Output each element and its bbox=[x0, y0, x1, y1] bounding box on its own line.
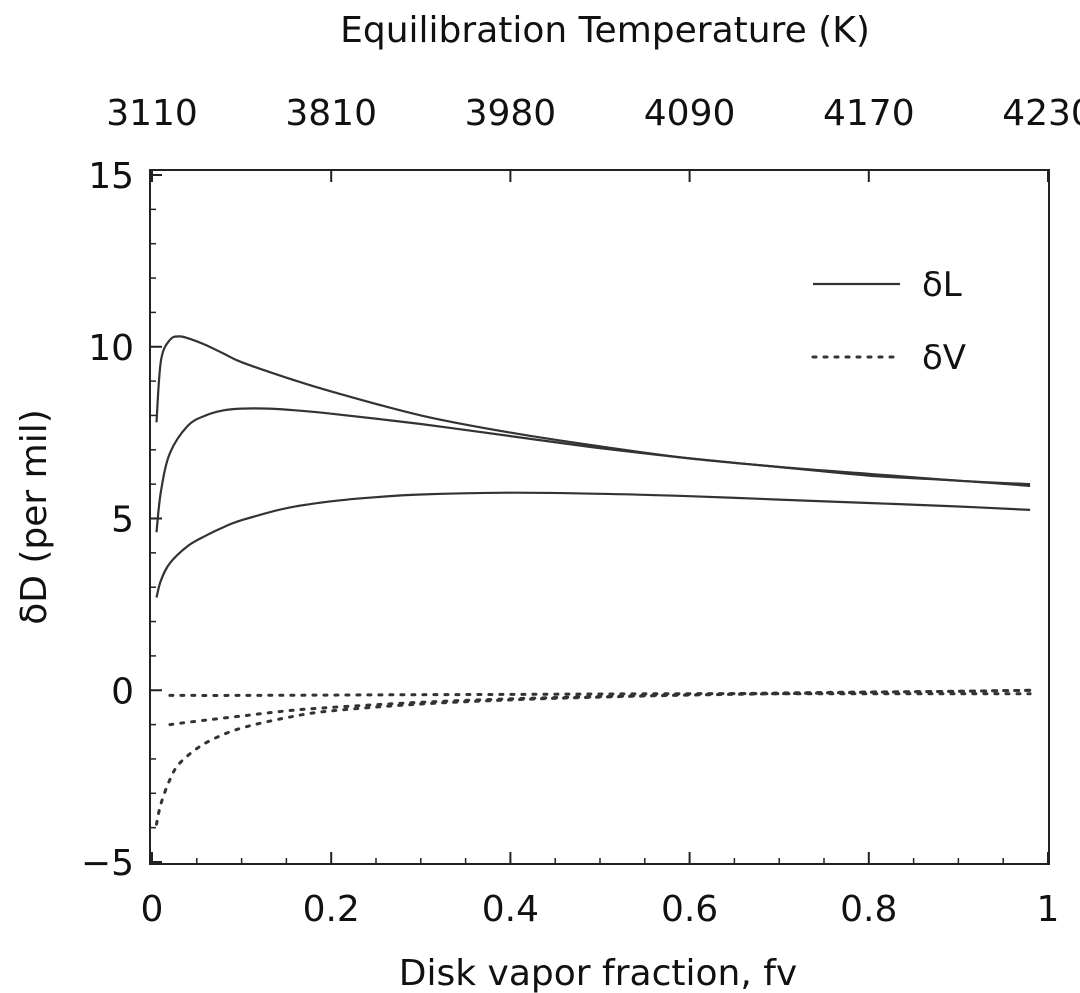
plot-series bbox=[155, 335, 1032, 826]
legend: δL δV bbox=[811, 265, 966, 378]
legend-label-dv: δV bbox=[922, 338, 966, 378]
dv-curve-3 bbox=[168, 692, 1032, 697]
x-axis-ticks: 0 0.2 0.4 0.6 0.8 1 bbox=[141, 852, 1060, 930]
y-tick-label: 0 bbox=[111, 671, 134, 712]
dv-curve-4 bbox=[168, 688, 1032, 727]
y-tick-label: 10 bbox=[88, 328, 134, 369]
top-tick-label: 3980 bbox=[465, 93, 557, 134]
x-tick-label: 0 bbox=[141, 889, 164, 930]
top-tick-label: 4170 bbox=[823, 93, 915, 134]
x-tick-label: 0.8 bbox=[840, 889, 897, 930]
y-axis-ticks: −5 0 5 10 15 bbox=[81, 156, 162, 884]
y-tick-label: −5 bbox=[81, 843, 134, 884]
y-axis-title: δD (per mil) bbox=[14, 409, 55, 625]
top-tick-label: 4090 bbox=[644, 93, 736, 134]
y-tick-label: 5 bbox=[111, 500, 134, 541]
x-tick-label: 0.6 bbox=[661, 889, 718, 930]
x-tick-label: 1 bbox=[1037, 889, 1060, 930]
dv-curve-5 bbox=[155, 688, 1032, 826]
top-tick-label: 3110 bbox=[106, 93, 198, 134]
dl-curve-2 bbox=[155, 491, 1031, 598]
plot-frame bbox=[149, 169, 1050, 865]
top-axis-title: Equilibration Temperature (K) bbox=[340, 10, 870, 51]
x-tick-label: 0.2 bbox=[303, 889, 360, 930]
x-axis-title: Disk vapor fraction, fv bbox=[399, 953, 797, 993]
legend-label-dl: δL bbox=[922, 265, 962, 305]
dl-curve-1 bbox=[155, 407, 1031, 533]
dl-curve-0 bbox=[155, 335, 1031, 487]
x-tick-label: 0.4 bbox=[482, 889, 539, 930]
top-tick-label: 3810 bbox=[285, 93, 377, 134]
y-tick-label: 15 bbox=[88, 156, 134, 197]
